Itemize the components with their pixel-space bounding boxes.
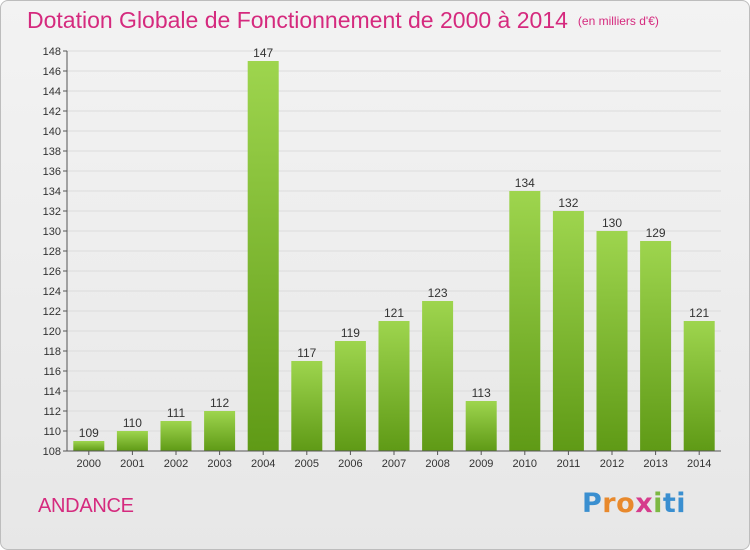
y-tick-label: 134 <box>43 186 61 198</box>
data-label-2009: 113 <box>472 386 491 400</box>
y-tick-label: 136 <box>43 166 61 178</box>
bar-2010 <box>509 191 541 451</box>
x-tick-label-2013: 2013 <box>643 458 667 470</box>
x-tick-label-2002: 2002 <box>164 458 188 470</box>
data-label-2002: 111 <box>167 406 186 420</box>
bar-2013 <box>640 241 672 451</box>
data-label-2008: 123 <box>428 286 448 300</box>
data-label-2007: 121 <box>384 306 404 320</box>
data-label-2001: 110 <box>123 416 142 430</box>
commune-name: ANDANCE <box>38 495 134 517</box>
bar-2014 <box>683 321 715 451</box>
bar-2005 <box>291 361 323 451</box>
x-tick-label-2011: 2011 <box>557 458 581 470</box>
y-tick-label: 130 <box>43 226 61 238</box>
bar-2011 <box>552 211 584 451</box>
x-tick-label-2008: 2008 <box>425 458 449 470</box>
x-tick-label-2009: 2009 <box>469 458 493 470</box>
y-tick-label: 108 <box>43 446 61 458</box>
data-label-2013: 129 <box>646 226 666 240</box>
y-tick-label: 138 <box>43 146 61 158</box>
bar-2006 <box>334 341 366 451</box>
y-tick-label: 122 <box>43 306 61 318</box>
y-tick-label: 142 <box>43 106 61 118</box>
y-tick-label: 124 <box>43 286 61 298</box>
data-label-2011: 132 <box>558 196 578 210</box>
bar-2012 <box>596 231 628 451</box>
data-label-2012: 130 <box>602 216 622 230</box>
x-tick-label-2007: 2007 <box>382 458 406 470</box>
chart-title: Dotation Globale de Fonctionnement de 20… <box>27 7 659 34</box>
y-tick-label: 120 <box>43 326 61 338</box>
bar-2008 <box>422 301 454 451</box>
y-axis: 108 110 112 114 116 118 120 122 124 126 128 130 132 1… <box>43 46 68 458</box>
bar-chart: 1081101121141161181201221241261281301321… <box>43 46 721 470</box>
bar-2009 <box>465 401 497 451</box>
y-tick-label: 148 <box>43 46 61 58</box>
chart-title-text: Dotation Globale de Fonctionnement de 20… <box>27 7 568 33</box>
y-tick-label: 144 <box>43 86 61 98</box>
x-tick-label-2014: 2014 <box>687 458 711 470</box>
x-tick-label-2005: 2005 <box>295 458 319 470</box>
x-tick-label-2006: 2006 <box>338 458 362 470</box>
y-tick-label: 132 <box>43 206 61 218</box>
y-tick-label: 140 <box>43 126 61 138</box>
y-tick-label: 128 <box>43 246 61 258</box>
data-label-2000: 109 <box>79 426 99 440</box>
x-tick-label-2010: 2010 <box>513 458 537 470</box>
data-label-2014: 121 <box>689 306 709 320</box>
x-tick-label-2003: 2003 <box>207 458 231 470</box>
bar-2003 <box>204 411 236 451</box>
bar-2001 <box>116 431 148 451</box>
proxiti-logo: Proxiti <box>582 488 687 519</box>
data-label-2005: 117 <box>297 346 316 360</box>
bar-2000 <box>73 441 105 451</box>
data-label-2010: 134 <box>515 176 535 190</box>
y-tick-label: 110 <box>43 426 61 438</box>
bar-2004 <box>247 61 279 451</box>
x-tick-label-2001: 2001 <box>120 458 144 470</box>
bar-2002 <box>160 421 192 451</box>
y-tick-label: 114 <box>43 386 61 398</box>
data-label-2003: 112 <box>210 396 229 410</box>
y-tick-label: 126 <box>43 266 61 278</box>
y-tick-label: 146 <box>43 66 61 78</box>
y-tick-label: 112 <box>43 406 61 418</box>
bars: 109 110 111 112 147 117 119 121 123 113 134 132 130 1… <box>73 46 715 451</box>
data-label-2006: 119 <box>341 326 360 340</box>
x-tick-label-2012: 2012 <box>600 458 624 470</box>
x-axis: 2000 2001 2002 2003 2004 2005 2006 2007 2008 2009… <box>67 450 721 470</box>
x-tick-label-2004: 2004 <box>251 458 275 470</box>
bar-2007 <box>378 321 410 451</box>
x-tick-label-2000: 2000 <box>77 458 101 470</box>
y-tick-label: 118 <box>43 346 61 358</box>
data-label-2004: 147 <box>253 46 273 60</box>
y-tick-label: 116 <box>43 366 61 378</box>
chart-subtitle: (en milliers d'€) <box>577 14 659 28</box>
